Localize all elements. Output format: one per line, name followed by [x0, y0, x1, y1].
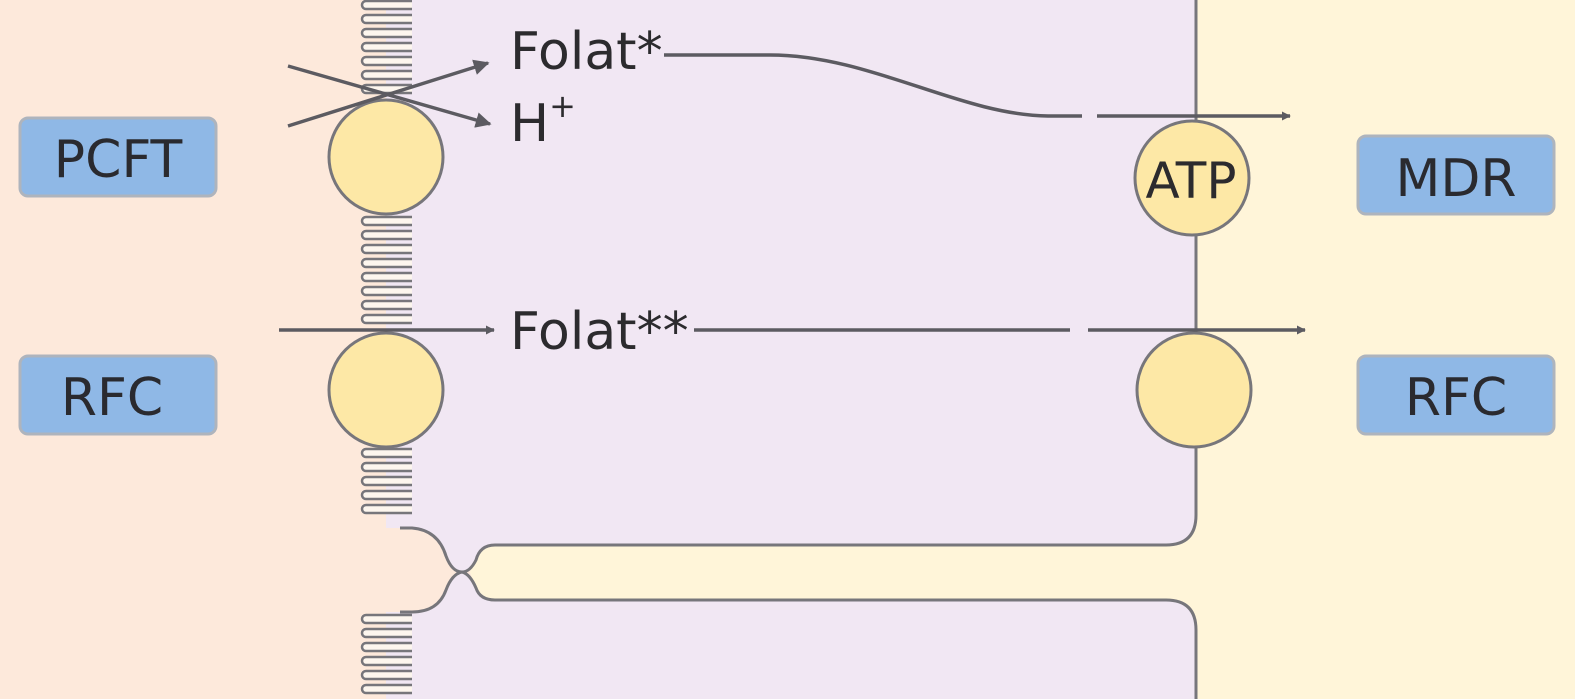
- rfc-transporter-basolateral: [1135, 331, 1253, 449]
- pcft-box: PCFT: [18, 116, 218, 198]
- rfc-left-label: RFC: [61, 368, 163, 428]
- rfc-box-left: RFC: [18, 354, 218, 436]
- intercellular-space: [470, 515, 1196, 630]
- microvillus: [360, 27, 412, 39]
- microvillus: [360, 0, 412, 11]
- microvillus: [360, 461, 412, 473]
- cell-membrane: [400, 0, 1198, 699]
- microvillus: [360, 299, 412, 311]
- mdr-atp-transporter: [1133, 119, 1251, 237]
- mdr-box: MDR: [1356, 134, 1556, 216]
- microvillus: [360, 669, 412, 681]
- enterocyte-lower: [386, 572, 1196, 699]
- folat-star-label: Folat*: [510, 22, 663, 82]
- folat-double-star-label: Folat**: [510, 302, 689, 362]
- microvillus: [360, 313, 412, 325]
- microvillus: [360, 13, 412, 25]
- microvillus: [360, 41, 412, 53]
- microvillus: [360, 627, 412, 639]
- rfc-box-right: RFC: [1356, 354, 1556, 436]
- folat-star-path: [664, 53, 1082, 118]
- microvillus: [360, 285, 412, 297]
- microvillus: [360, 489, 412, 501]
- microvillus: [360, 447, 412, 459]
- microvillus: [360, 503, 412, 515]
- pcft-label: PCFT: [54, 130, 183, 190]
- h-plus-label: H+: [510, 87, 576, 154]
- microvillus: [360, 641, 412, 653]
- atp-label: ATP: [1145, 152, 1236, 210]
- x-cross-arrows-icon: [287, 59, 492, 128]
- microvillus: [360, 271, 412, 283]
- microvillus: [360, 69, 412, 81]
- blood-side-background: [1196, 0, 1575, 699]
- microvillus: [360, 475, 412, 487]
- pcft-transporter: [327, 98, 445, 216]
- mdr-label: MDR: [1395, 149, 1516, 209]
- microvillus: [360, 229, 412, 241]
- microvillus: [360, 655, 412, 667]
- enterocyte-upper: [386, 0, 1196, 572]
- microvillus: [360, 215, 412, 227]
- rfc-transporter-apical: [327, 331, 445, 449]
- rfc-right-label: RFC: [1405, 368, 1507, 428]
- microvillus: [360, 613, 412, 625]
- microvillus: [360, 243, 412, 255]
- microvillus: [360, 257, 412, 269]
- microvillus: [360, 55, 412, 67]
- microvillus: [360, 683, 412, 695]
